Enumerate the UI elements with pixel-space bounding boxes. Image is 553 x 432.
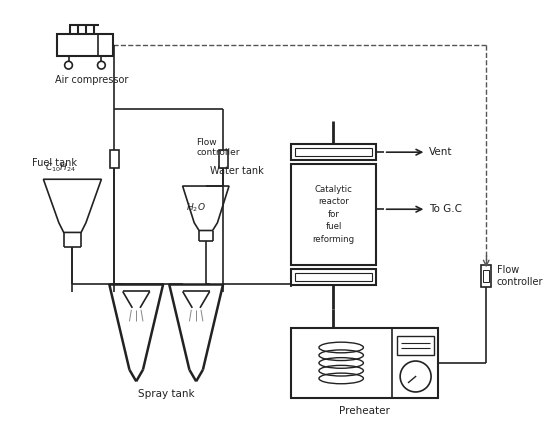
Bar	[291, 328, 438, 398]
Bar	[483, 270, 489, 282]
Bar	[220, 150, 228, 168]
Text: $C_{10}H_{24}$: $C_{10}H_{24}$	[45, 162, 76, 175]
Text: Preheater: Preheater	[339, 406, 390, 416]
Bar	[291, 144, 376, 160]
Bar	[291, 269, 376, 285]
Text: Catalytic
reactor
for
fuel
reforming: Catalytic reactor for fuel reforming	[312, 184, 354, 244]
Bar	[57, 34, 113, 55]
Text: Water tank: Water tank	[210, 166, 263, 176]
Text: Flow
controller: Flow controller	[196, 138, 239, 157]
Bar	[295, 148, 372, 156]
Text: To G.C: To G.C	[429, 204, 462, 214]
Bar	[295, 273, 372, 281]
Bar	[110, 150, 119, 168]
Text: Vent: Vent	[429, 147, 453, 157]
Text: Spray tank: Spray tank	[138, 389, 195, 399]
Bar	[291, 164, 376, 265]
Bar	[481, 265, 491, 286]
Bar	[397, 336, 434, 355]
Text: Air compressor: Air compressor	[55, 75, 128, 85]
Text: $H_2O$: $H_2O$	[186, 201, 206, 213]
Text: Flow
controller: Flow controller	[497, 265, 544, 287]
Text: Fuel tank: Fuel tank	[32, 158, 77, 168]
